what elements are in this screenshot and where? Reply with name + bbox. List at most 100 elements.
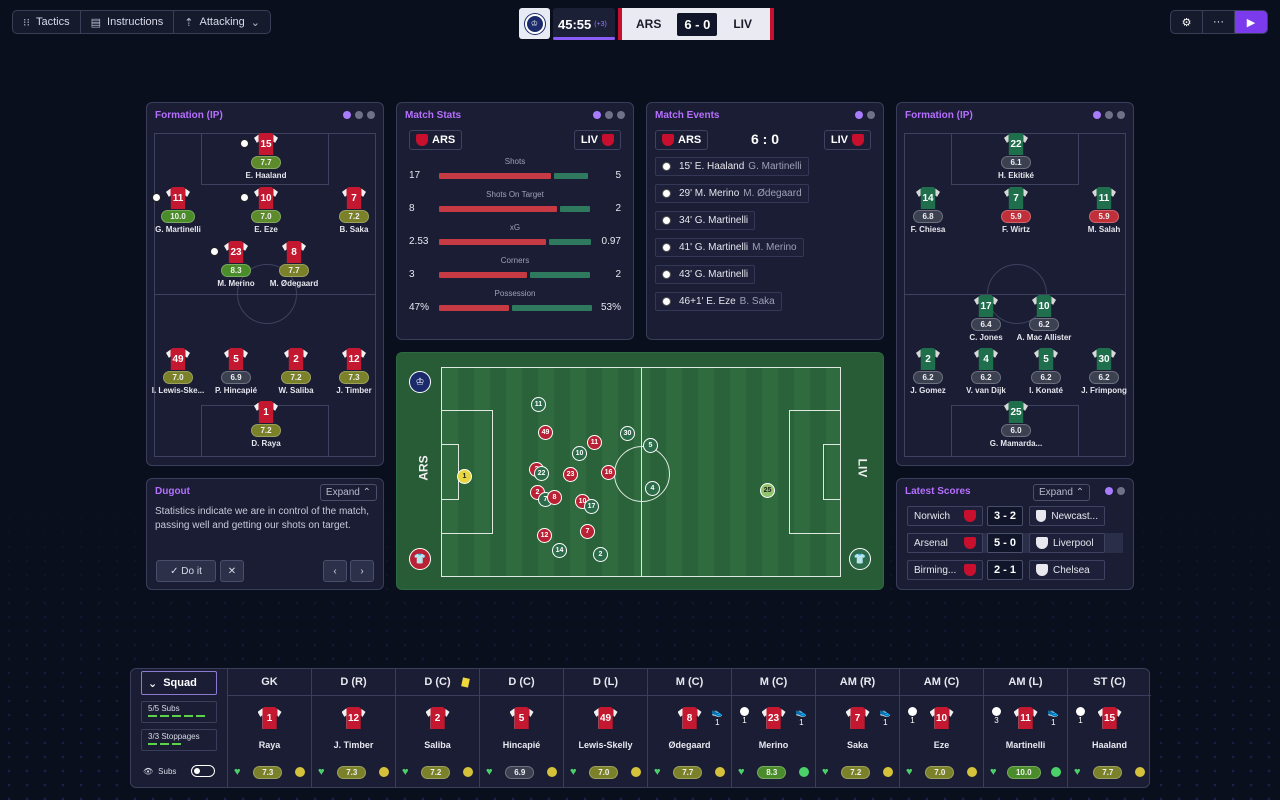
event-row[interactable]: 43' G. Martinelli xyxy=(655,265,756,284)
player-rating: 7.2 xyxy=(841,766,871,779)
panel-title: Dugout xyxy=(155,486,190,497)
formation-player[interactable]: 7 7.2 B. Saka xyxy=(322,187,386,234)
shirt-icon: 23 xyxy=(224,241,248,263)
panel-pager[interactable] xyxy=(593,111,625,119)
expand-button[interactable]: Expand ⌃ xyxy=(319,484,377,501)
pitch-player-marker[interactable]: 2 xyxy=(593,547,608,562)
formation-player[interactable]: 30 6.2 J. Frimpong xyxy=(1072,348,1136,395)
squad-toggle-button[interactable]: ⌄ Squad xyxy=(141,671,217,695)
more-button[interactable]: ··· xyxy=(1203,11,1235,33)
formation-player[interactable]: 2 7.2 W. Saliba xyxy=(264,348,328,395)
squad-player-column[interactable]: M (C) 23 1 👟 1 Merino ♥ 8.3 xyxy=(731,669,815,788)
formation-player[interactable]: 17 6.4 C. Jones xyxy=(954,295,1018,342)
event-text: 34' G. Martinelli xyxy=(679,215,749,226)
squad-player-column[interactable]: D (C) 2 Saliba ♥ 7.2 xyxy=(395,669,479,788)
pitch-player-marker[interactable]: 10 xyxy=(572,446,587,461)
formation-player[interactable]: 25 6.0 G. Mamarda... xyxy=(984,401,1048,448)
formation-player[interactable]: 10 6.2 A. Mac Allister xyxy=(1012,295,1076,342)
formation-player[interactable]: 5 6.2 I. Konaté xyxy=(1014,348,1078,395)
player-rating: 7.2 xyxy=(421,766,451,779)
formation-player[interactable]: 1 7.2 D. Raya xyxy=(234,401,298,448)
formation-player[interactable]: 4 6.2 V. van Dijk xyxy=(954,348,1018,395)
do-it-button[interactable]: ✓ Do it xyxy=(156,560,216,582)
home-kit-icon[interactable]: 👕 xyxy=(409,548,431,570)
event-assist: G. Martinelli xyxy=(748,161,802,172)
panel-pager[interactable] xyxy=(855,111,875,119)
panel-pager[interactable] xyxy=(343,111,375,119)
score-row[interactable]: Birming... 2 - 1 Chelsea xyxy=(907,560,1123,580)
score-row[interactable]: Norwich 3 - 2 Newcast... xyxy=(907,506,1123,526)
formation-player[interactable]: 12 7.3 J. Timber xyxy=(322,348,386,395)
live-match-pitch[interactable]: ♔ ARS 👕 LIV 👕 11493011510222231614278101… xyxy=(396,352,884,590)
pitch-player-marker[interactable]: 5 xyxy=(643,438,658,453)
formation-player[interactable]: 11 5.9 M. Salah xyxy=(1072,187,1136,234)
score-home: Arsenal xyxy=(907,533,983,553)
dismiss-button[interactable]: ✕ xyxy=(220,560,244,582)
score-row[interactable]: Arsenal 5 - 0 Liverpool xyxy=(907,533,1123,553)
stat-away-value: 5 xyxy=(615,170,621,181)
pitch-player-marker[interactable]: 8 xyxy=(547,490,562,505)
pitch-player-marker[interactable]: 14 xyxy=(552,543,567,558)
event-row[interactable]: 29' M. Merino M. Ødegaard xyxy=(655,184,809,203)
formation-player[interactable]: 5 6.9 P. Hincapié xyxy=(204,348,268,395)
event-assist: M. Merino xyxy=(752,242,797,253)
next-button[interactable]: › xyxy=(350,560,374,582)
tactics-button[interactable]: ⁝⁝ Tactics xyxy=(13,11,81,33)
pitch-player-marker[interactable]: 17 xyxy=(584,499,599,514)
pitch-player-marker[interactable]: 11 xyxy=(587,435,602,450)
event-row[interactable]: 41' G. Martinelli M. Merino xyxy=(655,238,804,257)
goal-ball-icon xyxy=(662,297,671,306)
formation-player[interactable]: 11 10.0 G. Martinelli xyxy=(146,187,210,234)
pitch-player-marker[interactable]: 4 xyxy=(645,481,660,496)
squad-player-column[interactable]: AM (R) 7 👟 1 Saka ♥ 7.2 xyxy=(815,669,899,788)
formation-player[interactable]: 2 6.2 J. Gomez xyxy=(896,348,960,395)
squad-player-column[interactable]: D (R) 12 J. Timber ♥ 7.3 xyxy=(311,669,395,788)
pitch-player-marker[interactable]: 23 xyxy=(563,467,578,482)
pitch-player-marker[interactable]: 7 xyxy=(580,524,595,539)
formation-player[interactable]: 7 5.9 F. Wirtz xyxy=(984,187,1048,234)
chevrons-up-icon: ⌃ xyxy=(1075,487,1085,498)
event-row[interactable]: 15' E. Haaland G. Martinelli xyxy=(655,157,809,176)
previous-button[interactable]: ‹ xyxy=(323,560,347,582)
squad-player-column[interactable]: M (C) 8 👟 1 Ødegaard ♥ 7.7 xyxy=(647,669,731,788)
pitch-player-marker[interactable]: 16 xyxy=(601,465,616,480)
squad-player-column[interactable]: D (L) 49 Lewis-Skelly ♥ 7.0 xyxy=(563,669,647,788)
formation-player[interactable]: 22 6.1 H. Ekitiké xyxy=(984,133,1048,180)
play-button[interactable]: ▶ xyxy=(1235,11,1267,33)
formation-player[interactable]: 23 8.3 M. Merino xyxy=(204,241,268,288)
formation-player[interactable]: 15 7.7 E. Haaland xyxy=(234,133,298,180)
squad-player-column[interactable]: GK 1 Raya ♥ 7.3 xyxy=(227,669,311,788)
formation-player[interactable]: 49 7.0 I. Lewis-Ske... xyxy=(146,348,210,395)
formation-player[interactable]: 10 7.0 E. Eze xyxy=(234,187,298,234)
instructions-button[interactable]: ▤ Instructions xyxy=(81,11,175,33)
formation-player[interactable]: 14 6.8 F. Chiesa xyxy=(896,187,960,234)
pitch-player-marker[interactable]: 1 xyxy=(457,469,472,484)
event-row[interactable]: 34' G. Martinelli xyxy=(655,211,756,230)
subs-toggle[interactable]: 👁 Subs xyxy=(143,765,216,777)
player-name: Raya xyxy=(258,740,281,750)
panel-pager[interactable] xyxy=(1105,487,1125,495)
shirt-icon: 25 xyxy=(1004,401,1028,423)
event-row[interactable]: 46+1' E. Eze B. Saka xyxy=(655,292,782,311)
pitch-player-marker[interactable]: 30 xyxy=(620,426,635,441)
away-kit-icon[interactable]: 👕 xyxy=(849,548,871,570)
pitch-player-marker[interactable]: 25 xyxy=(760,483,775,498)
toggle-switch[interactable] xyxy=(191,765,216,777)
shirt-icon: 7 xyxy=(845,707,870,729)
squad-player-column[interactable]: ST (C) 15 1 Haaland ♥ 7.7 xyxy=(1067,669,1151,788)
squad-player-column[interactable]: AM (C) 10 1 Eze ♥ 7.0 xyxy=(899,669,983,788)
squad-player-column[interactable]: D (C) 5 Hincapié ♥ 6.9 xyxy=(479,669,563,788)
pitch-player-marker[interactable]: 22 xyxy=(534,466,549,481)
team-name: LIV xyxy=(830,134,848,146)
pitch-player-marker[interactable]: 11 xyxy=(531,397,546,412)
settings-button[interactable]: ⚙ xyxy=(1171,11,1203,33)
pitch-player-marker[interactable]: 49 xyxy=(538,425,553,440)
attacking-dropdown[interactable]: ⇡ Attacking ⌄ xyxy=(174,11,270,33)
goal-ball-icon xyxy=(240,193,249,202)
squad-player-column[interactable]: AM (L) 11 3 👟 1 Martinelli ♥ 10.0 xyxy=(983,669,1067,788)
formation-player[interactable]: 8 7.7 M. Ødegaard xyxy=(262,241,326,288)
stat-row: Shots On Target 8 2 xyxy=(405,190,625,220)
expand-button[interactable]: Expand ⌃ xyxy=(1033,484,1091,501)
panel-pager[interactable] xyxy=(1093,111,1125,119)
pitch-player-marker[interactable]: 12 xyxy=(537,528,552,543)
